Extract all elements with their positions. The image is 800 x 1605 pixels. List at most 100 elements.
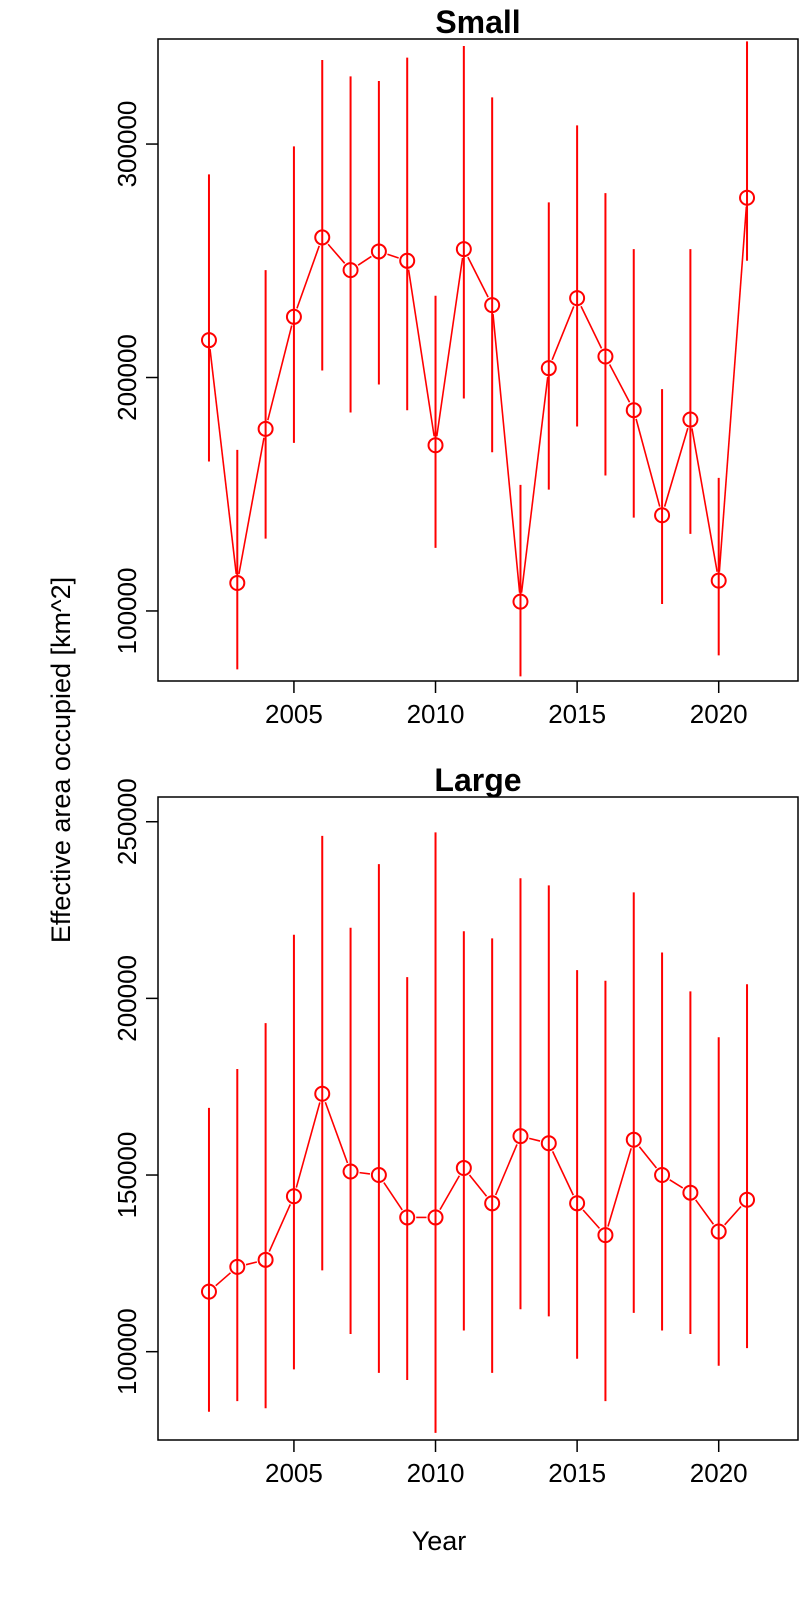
series-segment <box>439 1175 461 1211</box>
data-point <box>285 308 302 325</box>
data-point <box>682 1184 699 1201</box>
data-point <box>370 243 387 260</box>
x-tick-label: 2015 <box>548 699 606 729</box>
series-segment <box>494 1144 518 1196</box>
data-point <box>342 262 359 279</box>
data-point <box>455 1159 472 1176</box>
panel-1: Large 2005 2010 2015 2020 100000 150000 200000 2… <box>112 762 799 1488</box>
series-segment <box>691 428 718 572</box>
data-point <box>257 1251 274 1268</box>
series-segment <box>580 305 603 349</box>
data-point <box>342 1163 359 1180</box>
series-segment <box>718 206 748 572</box>
data-point <box>399 252 416 269</box>
data-point <box>484 297 501 314</box>
y-tick-label: 100000 <box>112 568 142 655</box>
plot-frame <box>157 38 799 682</box>
panel-title: Small <box>435 4 520 40</box>
series-segment <box>324 1101 349 1164</box>
series-segment <box>267 325 293 421</box>
series-segment <box>407 269 435 437</box>
data-point <box>710 572 727 589</box>
y-tick-label: 150000 <box>112 1132 142 1219</box>
series-segment <box>245 1261 258 1266</box>
series-segment <box>357 255 372 266</box>
data-point <box>229 1258 246 1275</box>
data-point <box>625 1131 642 1148</box>
data-point <box>710 1223 727 1240</box>
data-point <box>569 290 586 307</box>
series-segment <box>468 1174 488 1197</box>
data-point <box>540 1135 557 1152</box>
series-segment <box>436 257 464 437</box>
data-point <box>200 332 217 349</box>
series-segment <box>359 1171 371 1175</box>
series-segment <box>295 1102 321 1188</box>
series-segment <box>608 364 631 403</box>
data-point <box>314 229 331 246</box>
x-tick-label: 2010 <box>407 1458 465 1488</box>
data-point <box>229 574 246 591</box>
series-segment <box>268 1204 291 1252</box>
series-segment <box>638 1146 658 1169</box>
series-segment <box>520 377 549 593</box>
series-segment <box>724 1205 742 1226</box>
panel-title: Large <box>434 762 521 798</box>
data-point <box>484 1195 501 1212</box>
data-point <box>427 1209 444 1226</box>
series-segment <box>209 349 238 575</box>
x-axis-label: Year <box>412 1526 467 1556</box>
y-axis-label: Effective area occupied [km^2] <box>46 577 76 943</box>
data-point <box>455 241 472 258</box>
x-tick-label: 2010 <box>407 699 465 729</box>
series-segment <box>387 253 399 259</box>
plot-frame <box>157 796 799 1441</box>
x-tick-label: 2005 <box>265 1458 323 1488</box>
x-tick-label: 2005 <box>265 699 323 729</box>
series-segment <box>467 256 489 298</box>
x-tick-label: 2015 <box>548 1458 606 1488</box>
series-segment <box>383 1182 403 1211</box>
y-tick-label: 200000 <box>112 334 142 421</box>
series-segment <box>327 243 346 264</box>
series-segment <box>695 1199 715 1225</box>
data-point <box>597 348 614 365</box>
data-point <box>427 437 444 454</box>
data-point <box>399 1209 416 1226</box>
series-segment <box>529 1137 541 1142</box>
series-segment <box>669 1179 684 1189</box>
data-point <box>654 1167 671 1184</box>
data-point <box>654 507 671 524</box>
series-segment <box>551 1151 575 1196</box>
data-point <box>540 360 557 377</box>
data-point <box>314 1085 331 1102</box>
data-point <box>597 1227 614 1244</box>
y-tick-label: 200000 <box>112 955 142 1042</box>
x-tick-label: 2020 <box>690 1458 748 1488</box>
data-point <box>512 593 529 610</box>
series-segment <box>607 1148 632 1227</box>
series-segment <box>296 245 320 309</box>
panel-0: Small 2005 2010 2015 2020 100000 200000 300000 <box>112 4 799 729</box>
series-segment <box>492 314 521 593</box>
data-point <box>625 402 642 419</box>
data-point <box>739 189 756 206</box>
y-tick-label: 300000 <box>112 101 142 188</box>
data-point <box>370 1167 387 1184</box>
data-point <box>739 1191 756 1208</box>
series-segment <box>582 1209 601 1229</box>
x-tick-label: 2020 <box>690 699 748 729</box>
data-point <box>569 1195 586 1212</box>
data-point <box>682 411 699 428</box>
data-point <box>512 1128 529 1145</box>
series-segment <box>238 437 265 575</box>
y-tick-label: 100000 <box>112 1308 142 1395</box>
data-point <box>257 420 274 437</box>
series-segment <box>551 306 575 361</box>
series-segment <box>215 1272 232 1287</box>
series-segment <box>663 427 689 507</box>
series-segment <box>635 418 661 507</box>
data-point <box>200 1283 217 1300</box>
